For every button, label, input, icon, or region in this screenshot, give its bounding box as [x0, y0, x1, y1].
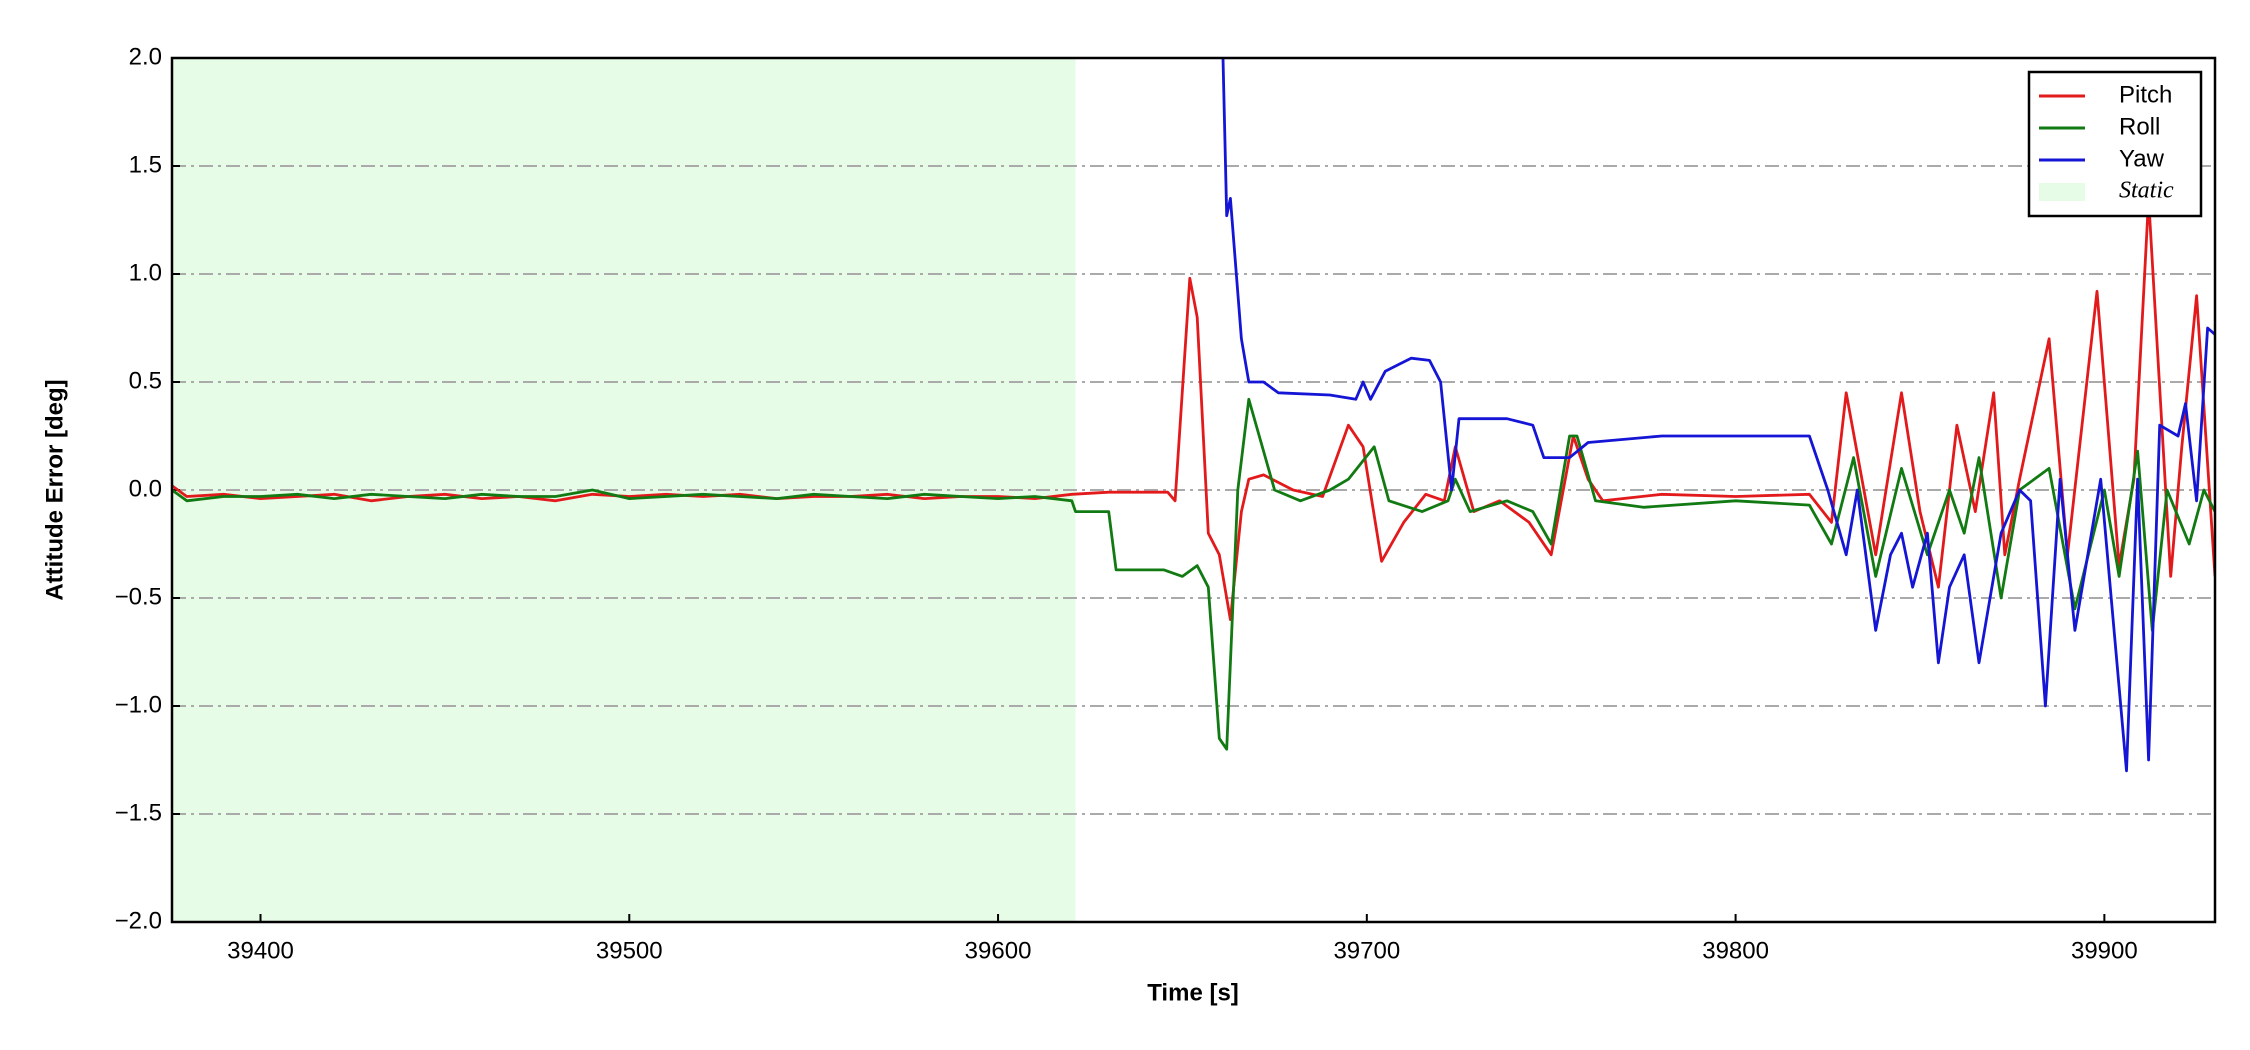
y-tick-label: −2.0 — [115, 907, 162, 934]
y-tick-label: −1.5 — [115, 799, 162, 826]
y-tick-label: 1.0 — [129, 259, 162, 286]
legend-label: Pitch — [2119, 81, 2172, 108]
x-tick-label: 39700 — [1333, 937, 1400, 964]
plot-frame — [170, 56, 2217, 924]
legend-label: Yaw — [2119, 145, 2165, 172]
y-axis-label: Attitude Error [deg] — [41, 379, 68, 600]
x-tick-label: 39400 — [227, 937, 294, 964]
x-tick-label: 39800 — [1702, 937, 1769, 964]
y-tick-label: −0.5 — [115, 583, 162, 610]
x-tick-label: 39900 — [2071, 937, 2138, 964]
series-line — [172, 397, 2215, 751]
legend-label: Roll — [2119, 113, 2160, 140]
x-tick-label: 39600 — [965, 937, 1032, 964]
legend-label: Static — [2119, 178, 2174, 204]
y-tick-label: 0.5 — [129, 367, 162, 394]
legend-swatch — [2039, 183, 2085, 201]
y-tick-label: 0.0 — [129, 475, 162, 502]
x-tick-label: 39500 — [596, 937, 663, 964]
x-axis-label: Time [s] — [1147, 979, 1239, 1006]
series-line — [1221, 58, 2215, 773]
y-tick-label: −1.0 — [115, 691, 162, 718]
y-tick-label: 2.0 — [129, 43, 162, 70]
y-tick-label: 1.5 — [129, 151, 162, 178]
